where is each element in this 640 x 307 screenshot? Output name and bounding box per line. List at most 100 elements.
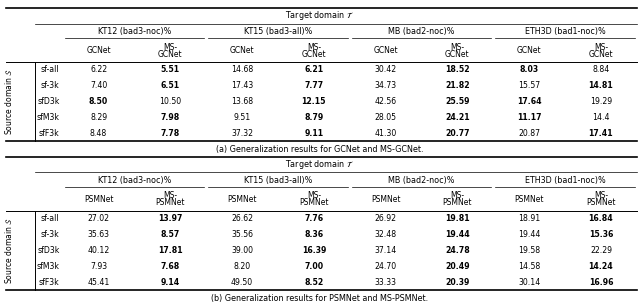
Text: 16.96: 16.96 — [589, 278, 613, 287]
Text: 39.00: 39.00 — [231, 246, 253, 255]
Text: 32.48: 32.48 — [374, 230, 397, 239]
Text: ETH3D (bad1-noc)%: ETH3D (bad1-noc)% — [525, 27, 605, 36]
Text: 14.68: 14.68 — [231, 65, 253, 74]
Text: 35.63: 35.63 — [88, 230, 109, 239]
Text: 14.24: 14.24 — [589, 262, 613, 271]
Text: 19.44: 19.44 — [518, 230, 540, 239]
Text: PSMNet: PSMNet — [586, 199, 616, 208]
Text: 13.68: 13.68 — [231, 97, 253, 106]
Text: 7.00: 7.00 — [304, 262, 323, 271]
Text: 24.70: 24.70 — [374, 262, 397, 271]
Text: 6.21: 6.21 — [304, 65, 323, 74]
Text: 21.82: 21.82 — [445, 81, 470, 90]
Text: 22.29: 22.29 — [590, 246, 612, 255]
Text: 30.14: 30.14 — [518, 278, 540, 287]
Text: 7.98: 7.98 — [161, 113, 180, 122]
Text: 18.52: 18.52 — [445, 65, 470, 74]
Text: 11.17: 11.17 — [517, 113, 541, 122]
Text: GCNet: GCNet — [158, 50, 182, 59]
Text: 42.56: 42.56 — [374, 97, 397, 106]
Text: 17.64: 17.64 — [517, 97, 541, 106]
Text: 19.81: 19.81 — [445, 214, 470, 223]
Text: 9.14: 9.14 — [161, 278, 180, 287]
Text: PSMNet: PSMNet — [299, 199, 328, 208]
Text: 14.81: 14.81 — [589, 81, 613, 90]
Text: GCNet: GCNet — [589, 50, 613, 59]
Text: MS-: MS- — [163, 43, 177, 52]
Text: 45.41: 45.41 — [88, 278, 110, 287]
Text: GCNet: GCNet — [373, 46, 398, 55]
Text: 8.20: 8.20 — [234, 262, 251, 271]
Text: 28.05: 28.05 — [374, 113, 397, 122]
Text: sfD3k: sfD3k — [37, 246, 60, 255]
Text: 17.41: 17.41 — [589, 129, 613, 138]
Text: 5.51: 5.51 — [161, 65, 180, 74]
Text: 30.42: 30.42 — [374, 65, 397, 74]
Text: 40.12: 40.12 — [88, 246, 109, 255]
Text: 10.50: 10.50 — [159, 97, 181, 106]
Text: 24.78: 24.78 — [445, 246, 470, 255]
Text: MS-: MS- — [594, 192, 608, 200]
Text: 8.50: 8.50 — [89, 97, 108, 106]
Text: sf-all: sf-all — [41, 65, 60, 74]
Text: sfM3k: sfM3k — [36, 262, 60, 271]
Text: MS-: MS- — [307, 192, 321, 200]
Text: KT15 (bad3-all)%: KT15 (bad3-all)% — [244, 176, 312, 185]
Text: 25.59: 25.59 — [445, 97, 470, 106]
Text: 20.49: 20.49 — [445, 262, 470, 271]
Text: 8.03: 8.03 — [520, 65, 539, 74]
Text: 20.87: 20.87 — [518, 129, 540, 138]
Text: 8.48: 8.48 — [90, 129, 108, 138]
Text: 24.21: 24.21 — [445, 113, 470, 122]
Text: Source domain $\mathcal{S}$: Source domain $\mathcal{S}$ — [3, 217, 14, 284]
Text: 6.51: 6.51 — [161, 81, 180, 90]
Text: 14.58: 14.58 — [518, 262, 540, 271]
Text: 17.81: 17.81 — [158, 246, 182, 255]
Text: Target domain $\mathcal{T}$: Target domain $\mathcal{T}$ — [285, 158, 355, 171]
Text: 15.36: 15.36 — [589, 230, 613, 239]
Text: 17.43: 17.43 — [231, 81, 253, 90]
Text: KT12 (bad3-noc)%: KT12 (bad3-noc)% — [98, 27, 171, 36]
Text: 18.91: 18.91 — [518, 214, 540, 223]
Text: PSMNet: PSMNet — [443, 199, 472, 208]
Text: sf-all: sf-all — [41, 214, 60, 223]
Text: 13.97: 13.97 — [158, 214, 182, 223]
Text: sf-3k: sf-3k — [41, 230, 60, 239]
Text: 19.44: 19.44 — [445, 230, 470, 239]
Text: MB (bad2-noc)%: MB (bad2-noc)% — [388, 176, 455, 185]
Text: 20.77: 20.77 — [445, 129, 470, 138]
Text: MB (bad2-noc)%: MB (bad2-noc)% — [388, 27, 455, 36]
Text: sfF3k: sfF3k — [39, 278, 60, 287]
Text: 27.02: 27.02 — [88, 214, 109, 223]
Text: PSMNet: PSMNet — [84, 195, 113, 204]
Text: 7.40: 7.40 — [90, 81, 108, 90]
Text: 9.51: 9.51 — [234, 113, 251, 122]
Text: PSMNet: PSMNet — [515, 195, 544, 204]
Text: ETH3D (bad1-noc)%: ETH3D (bad1-noc)% — [525, 176, 605, 185]
Text: 19.58: 19.58 — [518, 246, 540, 255]
Text: 26.92: 26.92 — [374, 214, 397, 223]
Text: 16.84: 16.84 — [589, 214, 613, 223]
Text: 8.57: 8.57 — [161, 230, 180, 239]
Text: 7.76: 7.76 — [304, 214, 323, 223]
Text: 34.73: 34.73 — [374, 81, 397, 90]
Text: 8.52: 8.52 — [304, 278, 323, 287]
Text: KT15 (bad3-all)%: KT15 (bad3-all)% — [244, 27, 312, 36]
Text: 12.15: 12.15 — [301, 97, 326, 106]
Text: 14.4: 14.4 — [592, 113, 610, 122]
Text: (a) Generalization results for GCNet and MS-GCNet.: (a) Generalization results for GCNet and… — [216, 146, 424, 154]
Text: MS-: MS- — [451, 192, 465, 200]
Text: MS-: MS- — [307, 43, 321, 52]
Text: 7.77: 7.77 — [304, 81, 323, 90]
Text: 16.39: 16.39 — [301, 246, 326, 255]
Text: MS-: MS- — [594, 43, 608, 52]
Text: GCNet: GCNet — [230, 46, 255, 55]
Text: GCNet: GCNet — [86, 46, 111, 55]
Text: 6.22: 6.22 — [90, 65, 107, 74]
Text: 35.56: 35.56 — [231, 230, 253, 239]
Text: 8.29: 8.29 — [90, 113, 107, 122]
Text: 20.39: 20.39 — [445, 278, 470, 287]
Text: 37.32: 37.32 — [231, 129, 253, 138]
Text: 33.33: 33.33 — [374, 278, 397, 287]
Text: 37.14: 37.14 — [374, 246, 397, 255]
